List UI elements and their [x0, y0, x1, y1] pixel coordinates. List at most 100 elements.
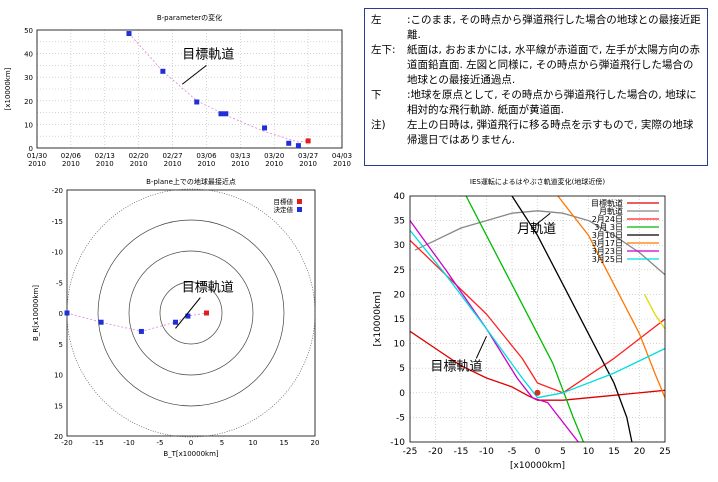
y-tick-label: 20: [24, 98, 33, 106]
determined-point: [262, 125, 268, 131]
x-tick-label: -5: [508, 447, 517, 457]
x-tick-label: 5: [560, 447, 566, 457]
x-tick-label: 10: [583, 447, 595, 457]
note-lower: 下:地球を原点として, その時点から弾道飛行した場合の, 地球に相対的な飛行軌跡…: [371, 88, 701, 118]
trajectory-line: [511, 196, 633, 442]
y-tick-label: 25: [394, 266, 405, 276]
note-text: :このまま, その時点から弾道飛行した場合の地球との最接近距離.: [407, 14, 701, 41]
x-tick-label: 15: [280, 439, 289, 447]
range-circle: [159, 281, 223, 345]
note-key: 左: [371, 14, 382, 26]
x-tick-label: 03/06: [196, 152, 217, 160]
y-tick-label: 0: [399, 389, 405, 399]
determined-point: [173, 319, 178, 325]
trajectory-lines: [410, 196, 665, 442]
legend-label: 3月23日: [592, 247, 623, 256]
trajectory-line: [410, 330, 665, 401]
legend-label: 月軌道: [599, 206, 623, 216]
plot-frame: [409, 195, 666, 443]
legend-label: 2月24日: [592, 215, 623, 224]
x-tick-year: 2010: [130, 160, 148, 168]
trajectory-line: [465, 196, 585, 442]
x-tick-label: 03/13: [230, 152, 250, 160]
x-tick-label: -20: [428, 447, 443, 457]
trajectory-chart: IES運転によるはやぶさ軌道変化(地球近傍) -25 -20 -15 -10 -5 0 5 10…: [373, 177, 671, 471]
x-tick-year: 2010: [299, 160, 317, 168]
x-tick-label: 03/20: [264, 152, 284, 160]
determined-point: [185, 313, 191, 319]
y-tick-label: -10: [390, 438, 405, 448]
earth-marker: [534, 389, 541, 396]
annotation-pointer: [181, 65, 207, 85]
y-tick-label: -10: [52, 249, 63, 257]
legend-swatch: [297, 207, 302, 212]
y-tick-label: 40: [24, 51, 33, 59]
y-tick-label: 40: [394, 192, 406, 202]
legend-label: 決定値: [274, 205, 294, 214]
x-tick-year: 2010: [198, 160, 216, 168]
y-tick-label: 20: [54, 433, 63, 441]
legend-label: 3月 3日: [594, 223, 623, 232]
determined-point: [160, 68, 166, 74]
note-text: 紙面は, おおまかには, 水平線が赤道面で, 左手が太陽方向の赤道面鉛直面. 左…: [407, 44, 701, 86]
x-tick-label: 02/13: [95, 152, 115, 160]
y-tick-label: 30: [394, 241, 406, 251]
target-point: [204, 310, 209, 316]
chart-title: IES運転によるはやぶさ軌道変化(地球近傍): [470, 177, 605, 186]
determined-point: [223, 111, 229, 117]
x-tick-year: 2010: [62, 160, 80, 168]
determined-point: [98, 319, 104, 325]
legend-label: 3月10日: [592, 231, 623, 240]
range-circle: [128, 250, 254, 376]
legend-label: 目標軌道: [591, 198, 623, 208]
legend-label: 目標値: [274, 197, 294, 206]
x-tick-label: 15: [608, 447, 619, 457]
trajectory-line: [410, 229, 665, 399]
legend-label: 3月17日: [592, 239, 623, 248]
y-tick-label: 10: [24, 121, 33, 129]
y-tick-label: 20: [394, 290, 406, 300]
range-circle: [97, 219, 285, 407]
x-tick-label: 20: [634, 447, 646, 457]
determined-point: [64, 310, 70, 316]
y-axis-label: B_R[x10000km]: [32, 285, 40, 341]
y-tick-label: -5: [396, 413, 405, 423]
x-tick-label: 20: [311, 439, 320, 447]
plot-frame: [66, 189, 316, 437]
y-tick-label: -20: [52, 187, 63, 195]
y-tick-label: -5: [56, 279, 63, 287]
trajectory-line: [414, 210, 665, 276]
x-tick-label: -10: [479, 447, 494, 457]
annotation-target-orbit: 目標軌道: [182, 279, 234, 295]
legend-label: 3月25日: [592, 255, 623, 264]
y-tick-label: 10: [54, 372, 63, 380]
annotation-target-orbit: 目標軌道: [182, 46, 234, 62]
trajectory-line: [410, 239, 665, 394]
annotation-pointer: [175, 297, 201, 329]
trajectory-line: [557, 196, 665, 398]
b-parameter-chart: B-parameterの変化0102030405001/30201002/062…: [4, 13, 352, 168]
legend-swatch: [297, 199, 302, 204]
x-tick-label: 03/27: [298, 152, 318, 160]
x-tick-year: 2010: [231, 160, 249, 168]
x-tick-label: 5: [220, 439, 224, 447]
note-lower-left: 左下: 紙面は, おおまかには, 水平線が赤道面で, 左手が太陽方向の赤道面鉛直面…: [371, 43, 701, 88]
b-plane-chart: B-plane上での地球最接近点-20 -15 -10 -5 0 5 10 15 20-20-1…: [32, 177, 320, 458]
x-tick-year: 2010: [333, 160, 351, 168]
x-tick-label: 02/27: [162, 152, 182, 160]
annotation-moon-orbit: 月軌道: [517, 221, 556, 237]
y-tick-label: -15: [52, 218, 63, 226]
y-tick-label: 50: [24, 27, 33, 35]
y-tick-label: 5: [59, 341, 63, 349]
note-key: 左下:: [371, 44, 396, 56]
note-caution: 注) 左上の日時は, 弾道飛行に移る時点を示すもので, 実際の地球帰還日ではありま…: [371, 118, 701, 148]
y-tick-label: 30: [24, 74, 33, 82]
plot-frame: [36, 29, 343, 149]
target-trend-curve: [66, 312, 207, 332]
x-tick-label: -20: [61, 439, 72, 447]
y-tick-label: 10: [394, 340, 406, 350]
x-tick-label: -25: [403, 447, 418, 457]
determined-point: [218, 111, 224, 117]
y-tick-label: 5: [399, 364, 405, 374]
note-text: 左上の日時は, 弾道飛行に移る時点を示すもので, 実際の地球帰還日ではありません…: [407, 119, 694, 146]
